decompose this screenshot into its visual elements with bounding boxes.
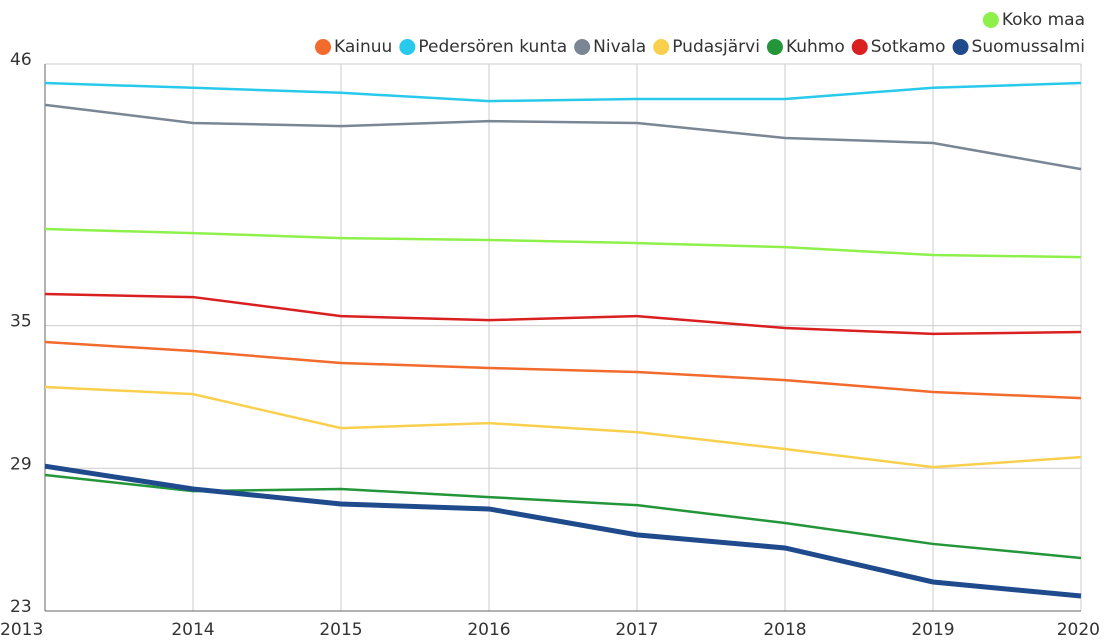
legend-marker: [952, 39, 969, 55]
y-tick-label: 46: [10, 50, 32, 70]
legend-label: Nivala: [593, 37, 646, 57]
y-tick-label: 35: [10, 312, 32, 332]
legend-marker: [851, 39, 868, 55]
legend-label: Sotkamo: [871, 37, 946, 57]
x-tick-label: 2017: [615, 620, 658, 640]
legend-marker: [982, 12, 999, 28]
y-tick-label: 23: [10, 597, 32, 617]
y-tick-label: 29: [10, 454, 32, 474]
x-tick-label: 2020: [1057, 620, 1100, 640]
series-line: [44, 292, 1082, 336]
legend-label: Kuhmo: [786, 37, 845, 57]
series-line: [44, 103, 1082, 171]
x-tick-label: 2015: [319, 620, 362, 640]
legend-label: Suomussalmi: [972, 37, 1085, 57]
legend-label: Pudasjärvi: [672, 37, 760, 57]
legend-marker: [574, 39, 591, 55]
legend-label: Pedersören kunta: [418, 37, 567, 57]
series-line: [44, 463, 1082, 599]
legend-marker: [399, 39, 416, 55]
legend-marker: [315, 39, 332, 55]
x-tick-label: 2019: [911, 620, 954, 640]
legend-marker: [653, 39, 670, 55]
series-line: [44, 340, 1082, 400]
series-line: [44, 385, 1082, 469]
legend-label: Kainuu: [334, 37, 392, 57]
x-tick-label: 2013: [0, 620, 43, 640]
x-tick-label: 2016: [467, 620, 510, 640]
series-line: [44, 81, 1082, 103]
legend-label: Koko maa: [1002, 10, 1085, 30]
x-tick-label: 2014: [171, 620, 214, 640]
series-line: [44, 227, 1082, 259]
legend-marker: [766, 39, 783, 55]
x-tick-label: 2018: [763, 620, 806, 640]
